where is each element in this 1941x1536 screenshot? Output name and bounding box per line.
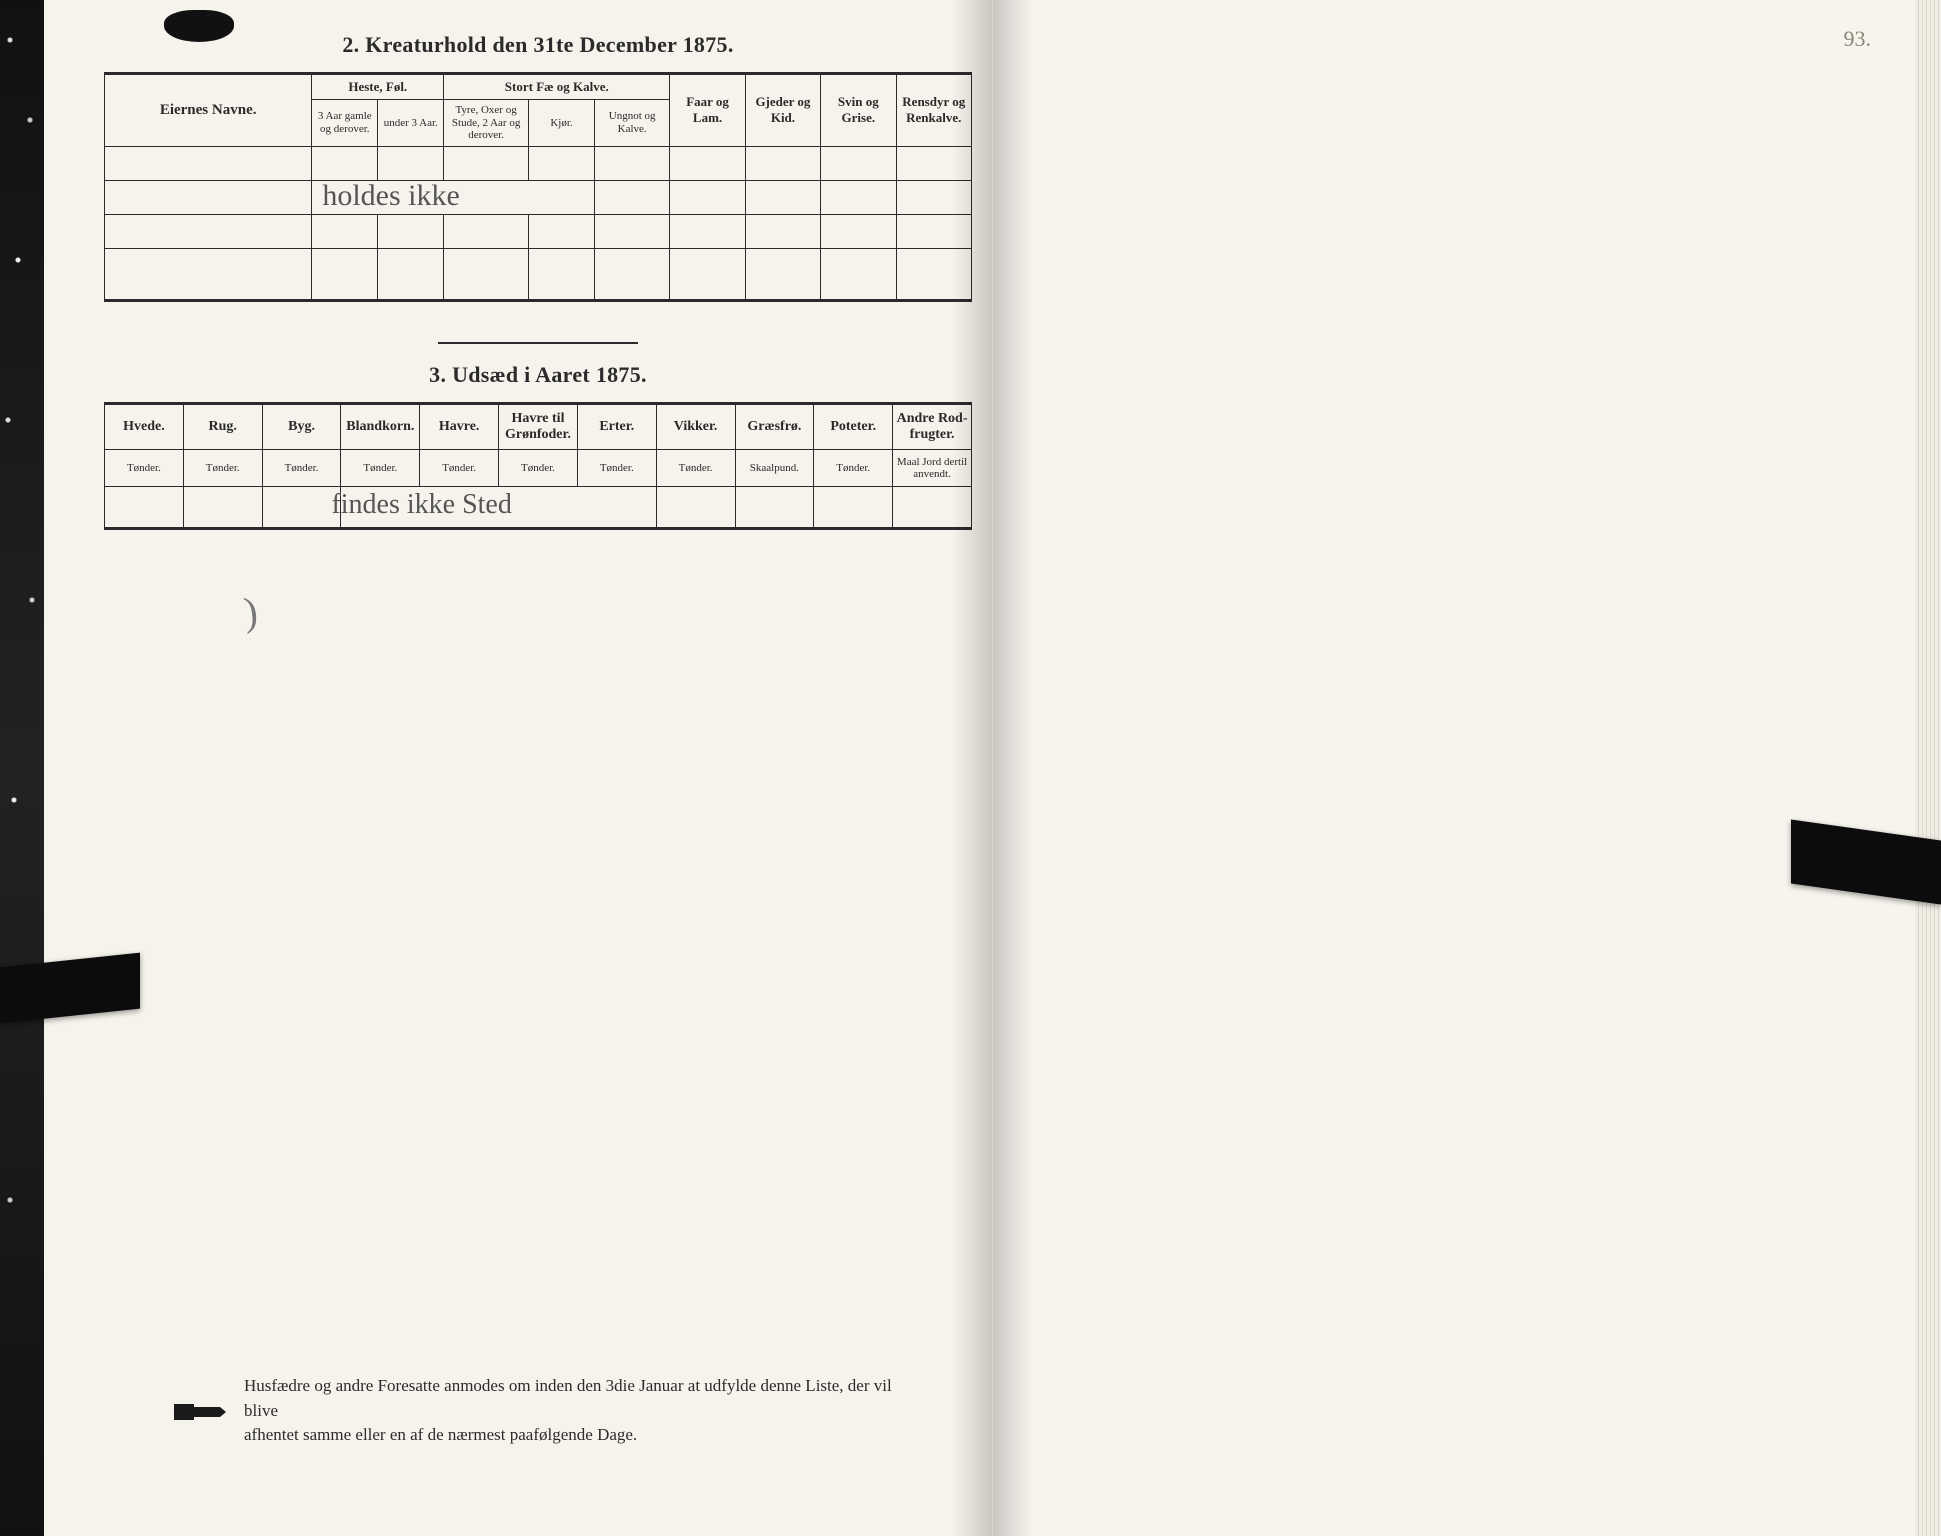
right-page: 93. <box>993 0 1941 1536</box>
t3-col: Græsfrø. <box>735 403 814 449</box>
table-row <box>105 214 972 248</box>
livestock-table: Eiernes Navne. Heste, Føl. Stort Fæ og K… <box>104 72 972 302</box>
binding-marble <box>0 0 44 1536</box>
footnote: Husfædre og andre Foresatte anmodes om i… <box>244 1374 912 1448</box>
t3-col: Poteter. <box>814 403 893 449</box>
table-row <box>105 248 972 300</box>
section2-title: 2. Kreaturhold den 31te December 1875. <box>104 32 972 58</box>
t3-col: Byg. <box>262 403 341 449</box>
colgrp-stort: Stort Fæ og Kalve. <box>444 74 670 100</box>
t3-col: Hvede. <box>105 403 184 449</box>
sub-stort3: Ungnot og Kalve. <box>594 100 669 147</box>
col-eier: Eiernes Navne. <box>105 74 312 147</box>
t3-unit: Tønder. <box>814 449 893 486</box>
gutter-shadow-right <box>993 0 1033 1536</box>
t3-unit: Skaalpund. <box>735 449 814 486</box>
t3-unit: Maal Jord dertil anvendt. <box>893 449 972 486</box>
footnote-line1: Husfædre og andre Foresatte anmodes om i… <box>244 1376 892 1420</box>
folio-number: 93. <box>1844 26 1872 52</box>
t3-col: Andre Rod-frugter. <box>893 403 972 449</box>
t3-col: Blandkorn. <box>341 403 420 449</box>
t3-col: Erter. <box>577 403 656 449</box>
sub-stort1: Tyre, Oxer og Stude, 2 Aar og derover. <box>444 100 529 147</box>
t3-unit: Tønder. <box>499 449 578 486</box>
divider-rule <box>438 342 638 344</box>
t3-unit: Tønder. <box>420 449 499 486</box>
t3-unit: Tønder. <box>577 449 656 486</box>
t3-col: Havre til Grønfoder. <box>499 403 578 449</box>
left-page: 2. Kreaturhold den 31te December 1875. E… <box>44 0 993 1536</box>
sub-heste1: 3 Aar gamle og derover. <box>312 100 378 147</box>
t3-unit: Tønder. <box>656 449 735 486</box>
footnote-line2: afhentet samme eller en af de nærmest pa… <box>244 1425 637 1444</box>
pointing-hand-icon <box>174 1398 228 1426</box>
col-faar: Faar og Lam. <box>670 74 745 147</box>
table-row: holdes ikke <box>105 180 972 214</box>
seed-table: Hvede. Rug. Byg. Blandkorn. Havre. Havre… <box>104 402 972 530</box>
handwriting-holdes-ikke: holdes ikke <box>322 179 459 213</box>
table-row <box>105 146 972 180</box>
t3-unit: Tønder. <box>183 449 262 486</box>
left-page-content: 2. Kreaturhold den 31te December 1875. E… <box>104 28 972 1496</box>
col-rensdyr: Rensdyr og Renkalve. <box>896 74 971 147</box>
table-row: findes ikke Sted <box>105 486 972 528</box>
t3-col: Rug. <box>183 403 262 449</box>
colgrp-heste: Heste, Føl. <box>312 74 444 100</box>
col-gjeder: Gjeder og Kid. <box>745 74 820 147</box>
t3-unit: Tønder. <box>105 449 184 486</box>
sub-heste2: under 3 Aar. <box>378 100 444 147</box>
t3-col: Havre. <box>420 403 499 449</box>
scanner-bed: 2. Kreaturhold den 31te December 1875. E… <box>0 0 1941 1536</box>
t3-unit: Tønder. <box>262 449 341 486</box>
handwriting-findes-ikke: findes ikke Sted <box>331 489 511 521</box>
handwriting-flourish: ) <box>242 587 260 635</box>
t3-col: Vikker. <box>656 403 735 449</box>
page-edge-stack <box>1915 0 1941 1536</box>
section3-title: 3. Udsæd i Aaret 1875. <box>104 362 972 388</box>
col-svin: Svin og Grise. <box>821 74 896 147</box>
sub-stort2: Kjør. <box>529 100 595 147</box>
open-book: 2. Kreaturhold den 31te December 1875. E… <box>44 0 1941 1536</box>
t3-unit: Tønder. <box>341 449 420 486</box>
